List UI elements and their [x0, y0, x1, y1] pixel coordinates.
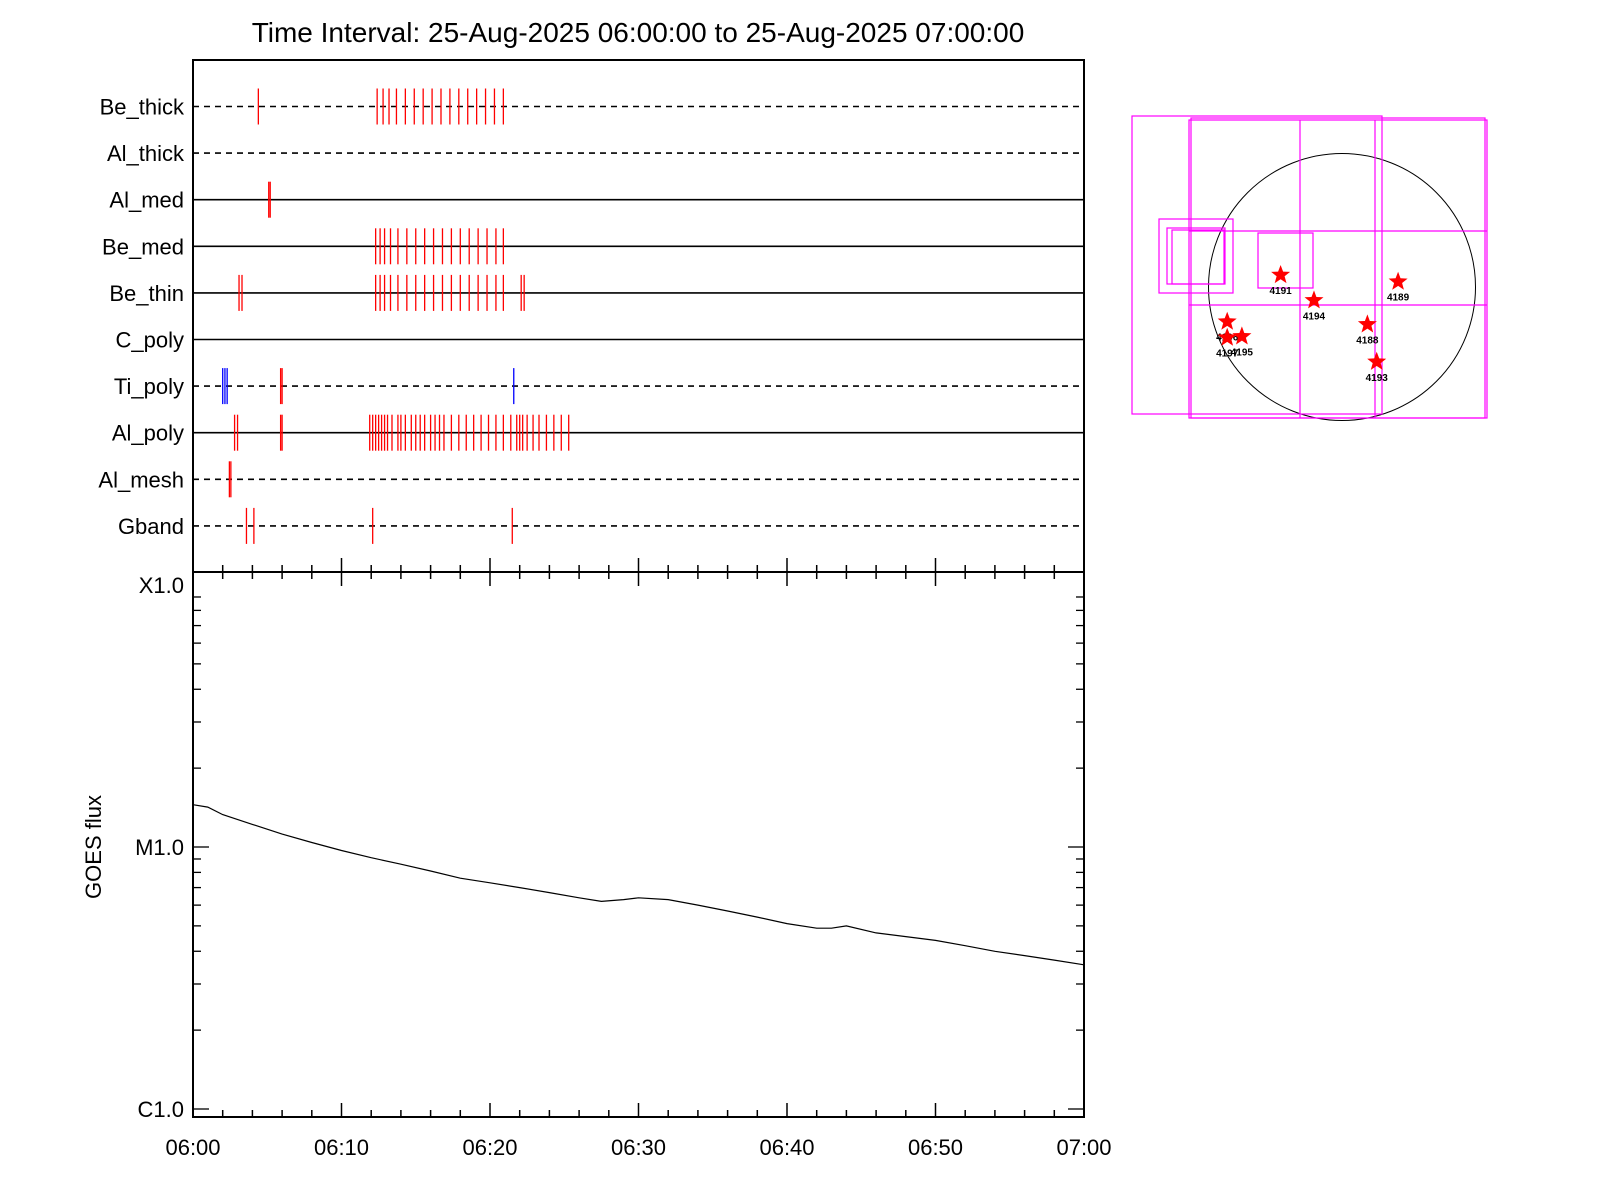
ar-label-4191: 4191	[1269, 286, 1292, 297]
goes-flux-panel: 06:00 06:10 06:20 06:30 06:40 06:50 07:00 X1.0 M…	[81, 571, 1112, 1160]
goes-x-tick-label: 06:20	[462, 1135, 517, 1160]
ar-label-4193: 4193	[1366, 373, 1389, 384]
ar-label-4188: 4188	[1356, 335, 1379, 346]
ar-marker-4195	[1232, 326, 1252, 345]
goes-y-tick-label: M1.0	[135, 835, 184, 860]
goes-y-tick-label: C1.0	[138, 1097, 184, 1122]
row-label-al-poly: Al_poly	[112, 421, 184, 446]
fov-box	[1188, 119, 1488, 419]
ar-label-4189: 4189	[1387, 293, 1410, 304]
ar-marker-4191	[1271, 265, 1291, 284]
goes-x-tick-label: 06:40	[759, 1135, 814, 1160]
row-label-gband: Gband	[118, 514, 184, 539]
fov-box	[1158, 218, 1234, 294]
ar-marker-4189	[1388, 271, 1408, 290]
goes-x-tick-label: 06:00	[165, 1135, 220, 1160]
timeline-panel: Be_thick Al_thick Al_med Be_med Be_thin C_pol…	[98, 59, 1085, 573]
goes-flux-line	[192, 804, 1085, 966]
ar-label-4195: 4195	[1231, 347, 1254, 358]
goes-x-tick-label: 06:30	[611, 1135, 666, 1160]
fov-box	[1131, 115, 1383, 415]
fov-box	[1171, 229, 1225, 285]
row-label-be-thick: Be_thick	[100, 95, 185, 120]
ar-marker-4197	[1217, 327, 1237, 346]
goes-y-axis-label: GOES flux	[81, 795, 106, 899]
goes-y-tick-label: X1.0	[139, 573, 184, 598]
timeline-frame	[192, 59, 1085, 573]
row-label-al-med: Al_med	[109, 188, 184, 213]
goes-x-tick-label: 06:50	[908, 1135, 963, 1160]
row-label-c-poly: C_poly	[116, 328, 184, 353]
ar-label-4197: 4197	[1216, 349, 1239, 360]
solar-disk	[1208, 153, 1476, 421]
row-label-ti-poly: Ti_poly	[114, 374, 184, 399]
goes-x-tick-label: 06:10	[314, 1135, 369, 1160]
fov-box	[1190, 117, 1486, 419]
ar-marker-4196	[1217, 311, 1237, 330]
row-label-al-mesh: Al_mesh	[98, 467, 184, 492]
row-label-be-med: Be_med	[102, 234, 184, 259]
ar-marker-4194	[1304, 290, 1324, 309]
row-label-be-thin: Be_thin	[109, 281, 184, 306]
fov-box	[1257, 232, 1314, 289]
fov-box	[1166, 227, 1226, 285]
goes-x-tick-label: 07:00	[1056, 1135, 1111, 1160]
goes-frame	[192, 571, 1085, 1118]
ar-label-4194: 4194	[1303, 311, 1326, 322]
row-label-al-thick: Al_thick	[107, 141, 185, 166]
chart-title: Time Interval: 25-Aug-2025 06:00:00 to 2…	[252, 17, 1025, 48]
ar-marker-4193	[1367, 351, 1387, 370]
ar-marker-4188	[1357, 314, 1377, 333]
sun-map-panel: 41914194418941884193419641974195	[1131, 115, 1488, 421]
